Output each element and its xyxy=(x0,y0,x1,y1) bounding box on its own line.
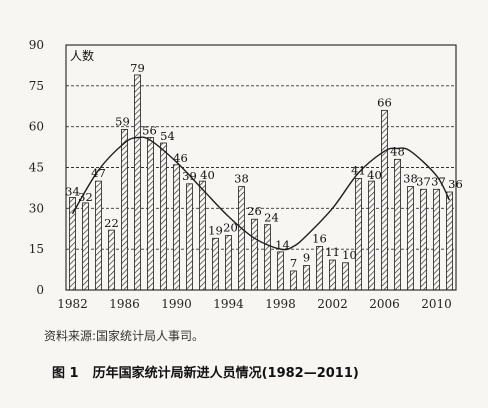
bar-1997 xyxy=(264,224,271,291)
data-label-1991: 39 xyxy=(182,169,197,183)
trend-curve xyxy=(71,136,451,251)
bar-1984 xyxy=(95,180,102,291)
x-tick-label-2006: 2006 xyxy=(369,297,400,311)
bar-1996 xyxy=(251,218,258,291)
bar-1999 xyxy=(290,270,297,291)
data-label-1982: 34 xyxy=(65,184,80,198)
data-label-2002: 11 xyxy=(325,245,340,259)
bar-1985 xyxy=(108,229,115,291)
data-label-2000: 9 xyxy=(303,251,310,265)
data-label-2005: 40 xyxy=(367,168,382,182)
bar-2003 xyxy=(342,262,349,291)
bar-1994 xyxy=(225,235,232,291)
plot-frame xyxy=(65,44,457,291)
data-label-1987: 79 xyxy=(130,61,145,75)
bars xyxy=(69,74,453,291)
data-label-2003: 10 xyxy=(342,248,357,262)
data-label-2010: 37 xyxy=(431,174,446,188)
x-tick-label-2010: 2010 xyxy=(421,297,452,311)
data-label-1986: 59 xyxy=(115,114,130,128)
data-label-1996: 26 xyxy=(247,204,262,218)
bar-1998 xyxy=(277,251,284,291)
bar-1991 xyxy=(186,183,193,291)
trend-line xyxy=(71,136,451,251)
bar-2001 xyxy=(316,246,323,291)
bar-1995 xyxy=(238,186,245,291)
data-label-2009: 37 xyxy=(416,174,431,188)
data-label-1985: 22 xyxy=(104,216,119,230)
data-label-1989: 54 xyxy=(160,129,175,143)
data-label-1997: 24 xyxy=(264,211,279,225)
axes: 0 15 30 45 60 75 90 1982 1986 1990 1994 1998 2002 200… xyxy=(29,38,457,311)
data-label-2007: 48 xyxy=(390,144,405,158)
x-tick-label-1982: 1982 xyxy=(57,297,88,311)
bar-2002 xyxy=(329,259,336,291)
data-label-2006: 66 xyxy=(377,95,392,109)
y-axis-unit-label: 人数 xyxy=(70,48,94,63)
bar-1986 xyxy=(121,128,128,291)
x-tick-label-2002: 2002 xyxy=(317,297,348,311)
bar-1993 xyxy=(212,237,219,291)
bar-1988 xyxy=(147,137,154,291)
bar-1992 xyxy=(199,180,206,291)
bar-2005 xyxy=(368,180,375,291)
x-tick-label-1986: 1986 xyxy=(109,297,140,311)
y-tick-label-60: 60 xyxy=(29,120,44,134)
caption-text: 历年国家统计局新进人员情况(1982—2011) xyxy=(92,366,359,381)
source-note: 资料来源:国家统计局人事司。 xyxy=(44,329,205,343)
bar-2007 xyxy=(394,158,401,291)
bar-1983 xyxy=(82,202,89,291)
data-label-1994: 20 xyxy=(223,221,238,235)
bar-chart: 0 15 30 45 60 75 90 1982 1986 1990 1994 1998 2002 200… xyxy=(29,38,463,311)
x-tick-label-1990: 1990 xyxy=(161,297,192,311)
bar-2006 xyxy=(381,109,388,291)
data-label-1992: 40 xyxy=(200,168,215,182)
data-label-1993: 19 xyxy=(208,223,223,237)
bar-2000 xyxy=(303,265,310,291)
data-label-1998: 14 xyxy=(275,238,290,252)
bar-1987 xyxy=(134,74,141,291)
data-label-1988: 56 xyxy=(142,124,157,138)
bar-1990 xyxy=(173,164,180,291)
y-tick-label-75: 75 xyxy=(29,79,44,93)
data-label-2008: 38 xyxy=(403,172,418,186)
bar-2009 xyxy=(420,188,427,291)
bar-2004 xyxy=(355,177,362,291)
grid-lines xyxy=(66,85,456,250)
data-label-1995: 38 xyxy=(234,172,249,186)
y-tick-label-90: 90 xyxy=(29,38,44,52)
bar-2010 xyxy=(433,188,440,291)
bar-2008 xyxy=(407,186,414,291)
data-label-1984: 47 xyxy=(91,166,106,180)
y-tick-label-15: 15 xyxy=(29,242,44,256)
data-label-2004: 41 xyxy=(351,163,366,177)
y-tick-label-0: 0 xyxy=(36,283,44,297)
figure-caption: 图 1 历年国家统计局新进人员情况(1982—2011) xyxy=(52,362,359,381)
y-tick-label-30: 30 xyxy=(29,201,44,215)
x-tick-label-1994: 1994 xyxy=(213,297,244,311)
x-tick-label-1998: 1998 xyxy=(265,297,296,311)
data-label-1999: 7 xyxy=(290,256,297,270)
y-tick-label-45: 45 xyxy=(29,161,44,175)
data-label-1990: 46 xyxy=(173,151,188,165)
data-label-1983: 32 xyxy=(78,190,93,204)
data-label-2011: 36 xyxy=(448,177,463,191)
bar-2011 xyxy=(446,191,453,291)
caption-number: 图 1 xyxy=(52,366,79,381)
bar-1989 xyxy=(160,142,167,291)
data-label-2001: 16 xyxy=(312,231,327,245)
